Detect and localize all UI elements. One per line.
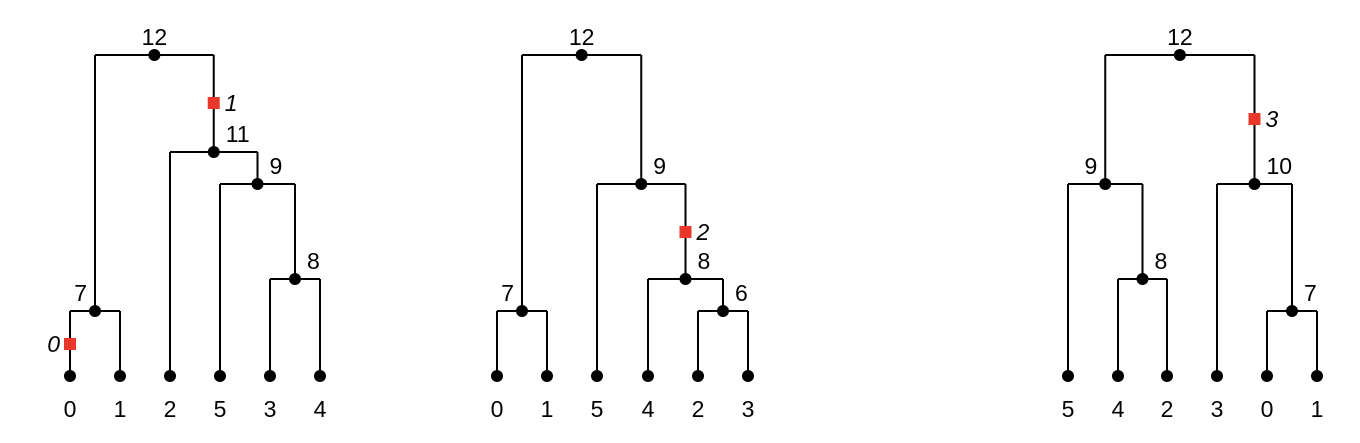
leaf-node-3 <box>264 370 276 382</box>
node-12 <box>575 49 588 61</box>
edge-n6 <box>697 310 749 376</box>
leaf-label-1: 1 <box>114 396 127 422</box>
edge-n11 <box>169 151 259 376</box>
node-10 <box>1248 178 1261 190</box>
node-8 <box>679 273 692 285</box>
node-12 <box>1173 49 1186 61</box>
leaf-label-3: 3 <box>264 396 277 422</box>
leaf-node-1 <box>541 370 553 382</box>
leaf-node-5 <box>214 370 226 382</box>
mutation-label-3: 3 <box>1266 106 1279 132</box>
leaf-node-1 <box>114 370 126 382</box>
leaf-label-2: 2 <box>692 396 705 422</box>
edge-n10 <box>1216 183 1293 376</box>
mutation-marker-2 <box>679 226 692 238</box>
leaf-label-0: 0 <box>491 396 504 422</box>
mutation-label-0: 0 <box>47 331 60 357</box>
node-12 <box>148 49 161 61</box>
edge-n12 <box>94 54 215 311</box>
leaf-node-2 <box>164 370 176 382</box>
node-label-12: 12 <box>1167 24 1193 50</box>
edge-n8 <box>1117 278 1168 376</box>
node-8 <box>1136 273 1149 285</box>
node-label-8: 8 <box>698 248 711 274</box>
node-9 <box>1099 178 1112 190</box>
tree-3: 5 4 2 3 0 1 8 9 7 10 12 3 <box>1062 24 1324 422</box>
leaf-label-3: 3 <box>742 396 755 422</box>
tree-2: 0 1 5 4 2 3 7 68 9 12 2 <box>491 24 755 422</box>
leaf-node-1 <box>1311 370 1323 382</box>
node-7 <box>516 305 528 317</box>
mutation-label-2: 2 <box>696 219 710 245</box>
edge-n8 <box>647 278 724 376</box>
node-label-9: 9 <box>1084 153 1097 179</box>
mutation-marker-0 <box>64 338 76 350</box>
node-label-8: 8 <box>1155 248 1168 274</box>
node-8 <box>289 273 301 285</box>
edge-n7 <box>1266 310 1318 376</box>
leaf-label-1: 1 <box>1311 396 1324 422</box>
node-11 <box>207 146 220 158</box>
leaf-node-0 <box>491 370 503 382</box>
leaf-node-0 <box>64 370 76 382</box>
node-label-7: 7 <box>74 280 87 306</box>
leaf-node-4 <box>314 370 326 382</box>
leaf-node-0 <box>1261 370 1273 382</box>
edge-n12 <box>1104 54 1256 184</box>
leaf-label-4: 4 <box>642 396 655 422</box>
edge-n7 <box>496 310 548 376</box>
leaf-label-5: 5 <box>214 396 227 422</box>
leaf-label-1: 1 <box>541 396 554 422</box>
leaf-label-0: 0 <box>64 396 77 422</box>
leaf-node-3 <box>1211 370 1223 382</box>
node-label-7: 7 <box>1304 280 1317 306</box>
node-label-6: 6 <box>735 280 748 306</box>
node-7 <box>89 305 101 317</box>
node-7 <box>1286 305 1298 317</box>
leaf-label-4: 4 <box>314 396 327 422</box>
leaf-node-4 <box>1112 370 1124 382</box>
node-label-7: 7 <box>501 280 514 306</box>
mutation-marker-3 <box>1248 113 1261 125</box>
node-label-12: 12 <box>142 24 168 50</box>
leaf-label-2: 2 <box>1161 396 1174 422</box>
leaf-node-4 <box>642 370 654 382</box>
leaf-node-5 <box>591 370 603 382</box>
node-6 <box>717 305 729 317</box>
node-9 <box>251 178 264 190</box>
mutation-marker-1 <box>207 97 220 109</box>
leaf-label-3: 3 <box>1211 396 1224 422</box>
mutation-label-1: 1 <box>225 90 238 116</box>
leaf-label-4: 4 <box>1112 396 1125 422</box>
node-label-9: 9 <box>653 153 666 179</box>
leaf-label-0: 0 <box>1261 396 1274 422</box>
edge-n8 <box>269 278 321 376</box>
node-label-11: 11 <box>226 121 250 147</box>
leaf-node-5 <box>1062 370 1074 382</box>
node-label-9: 9 <box>270 153 283 179</box>
leaf-label-5: 5 <box>591 396 604 422</box>
edge-n7 <box>69 310 121 376</box>
leaf-label-2: 2 <box>164 396 177 422</box>
leaf-node-2 <box>1161 370 1173 382</box>
node-label-8: 8 <box>307 248 320 274</box>
leaf-node-3 <box>742 370 754 382</box>
node-9 <box>635 178 648 190</box>
leaf-label-5: 5 <box>1062 396 1075 422</box>
node-label-12: 12 <box>569 24 595 50</box>
node-label-10: 10 <box>1267 153 1293 179</box>
leaf-node-2 <box>692 370 704 382</box>
